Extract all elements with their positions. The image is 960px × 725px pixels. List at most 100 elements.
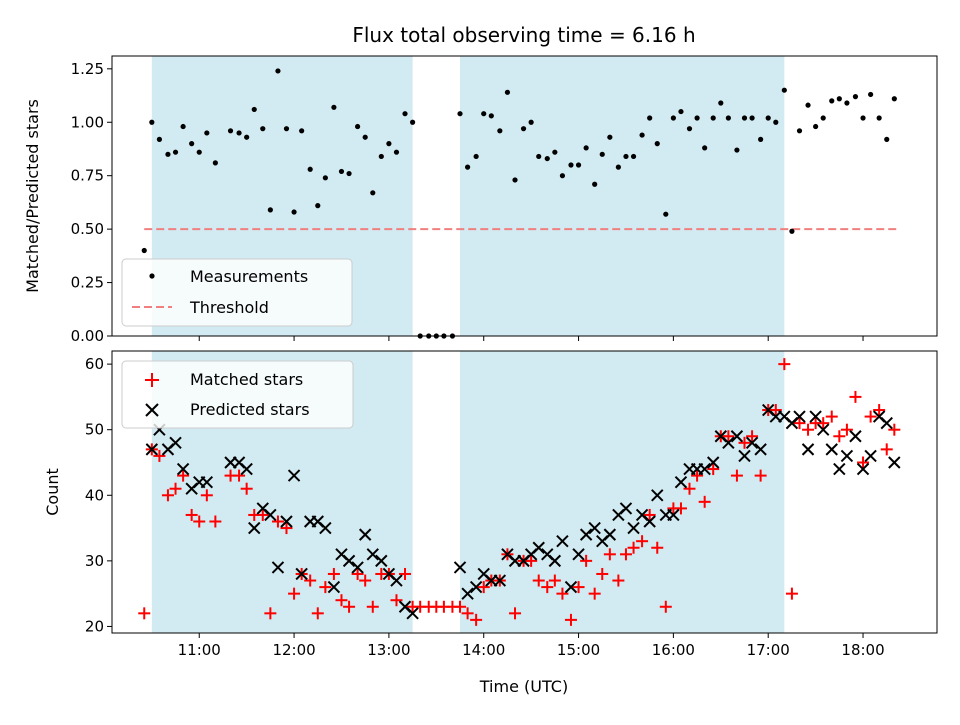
legend-predicted-label: Predicted stars [190,400,310,419]
x-tick-label: 14:00 [462,641,505,659]
matched-star-point [359,574,372,587]
matched-star-point [603,548,616,561]
matched-star-point [454,600,467,613]
matched-star-point [627,541,640,554]
legend-matched-marker [145,373,159,387]
measurement-point [860,115,866,121]
predicted-star-point [406,607,419,620]
matched-star-point [825,410,838,423]
measurement-point [180,123,186,130]
measurement-point [386,141,392,147]
predicted-star-point [698,462,711,476]
matched-star-point [864,410,877,423]
matched-star-point [311,607,324,620]
measurement-point [647,115,653,121]
measurement-point [884,136,890,142]
predicted-star-point [674,475,688,489]
predicted-star-point [532,541,545,554]
matched-star-point [390,594,403,607]
matched-star-point [698,495,711,508]
measurement-point [773,119,779,125]
matched-star-point [707,463,720,476]
predicted-star-point [849,430,862,443]
measurement-point [520,126,527,132]
x-tick-label: 15:00 [557,641,600,659]
top-y-axis-label: Matched/Predicted stars [23,99,42,293]
measurement-point [504,89,511,95]
measurement-point [836,96,842,102]
matched-star-point [233,469,246,482]
measurement-point [599,151,605,157]
matched-star-point [746,430,759,443]
measurement-point [789,228,795,234]
measurement-point [718,100,724,106]
matched-star-point [209,515,222,528]
matched-star-point [271,515,284,528]
matched-star-point [785,587,798,600]
measurement-point [844,100,850,106]
measurement-point [260,126,266,132]
top-axes-frame [111,55,938,337]
predicted-star-point [564,580,578,594]
measurement-point [583,145,589,151]
predicted-star-point [200,475,214,489]
predicted-star-point [493,574,507,587]
predicted-star-point [453,561,467,574]
measurement-point [307,166,313,172]
matched-star-point [880,443,893,456]
matched-star-point [541,581,554,594]
measurement-point [465,164,471,170]
measurement-point [331,104,337,110]
measurement-point [283,126,290,132]
y-tick-label: 0.00 [71,327,104,345]
matched-star-point [674,502,687,515]
measurement-point [528,119,534,125]
predicted-star-point [556,534,569,548]
predicted-star-point [588,521,601,535]
predicted-star-point [461,587,474,600]
matched-star-point [161,489,174,502]
matched-star-point [351,567,364,580]
matched-star-point [304,574,317,587]
predicted-star-point [287,469,301,482]
measurement-point [741,115,748,121]
measurement-point [473,153,479,160]
x-tick-label: 11:00 [178,641,221,659]
measurement-point [315,203,321,209]
bottom-y-axis-label: Count [43,468,62,516]
measurement-point [678,108,684,115]
predicted-star-point [888,456,901,469]
measurement-point [227,128,234,134]
y-tick-label: 20 [85,617,104,635]
predicted-star-point [651,489,664,502]
highlight-span-2 [460,56,785,336]
measurement-point [758,136,764,142]
bottom-panel: 20 30 40 50 60 11:00 12:00 13:00 14:00 15:00 16:0… [43,350,938,696]
predicted-star-point [603,528,617,541]
measurement-point [275,68,281,74]
matched-star-point [738,436,751,449]
matched-star-point [477,581,490,594]
predicted-star-point [240,462,253,476]
matched-star-point [857,456,870,469]
matched-star-point [264,607,277,620]
measurement-point [355,123,361,130]
predicted-star-point [271,561,285,574]
measurement-point [165,151,171,157]
matched-star-point [793,417,806,430]
predicted-stars-series [145,403,901,620]
y-tick-label: 60 [85,355,104,373]
measurement-point [378,153,384,160]
matched-star-point [327,567,340,580]
predicted-star-point [840,449,854,463]
measurement-point [805,102,811,108]
matched-star-point [580,554,593,567]
top-panel: 0.00 0.25 0.50 0.75 1.00 1.25 Matched/Predict… [23,55,938,345]
matched-star-point [193,515,206,528]
predicted-star-point [864,449,877,463]
measurement-point [552,149,558,155]
bottom-legend: Matched stars Predicted stars [121,360,354,429]
matched-star-point [588,587,601,600]
measurement-point [291,209,297,215]
predicted-star-point [801,443,815,456]
